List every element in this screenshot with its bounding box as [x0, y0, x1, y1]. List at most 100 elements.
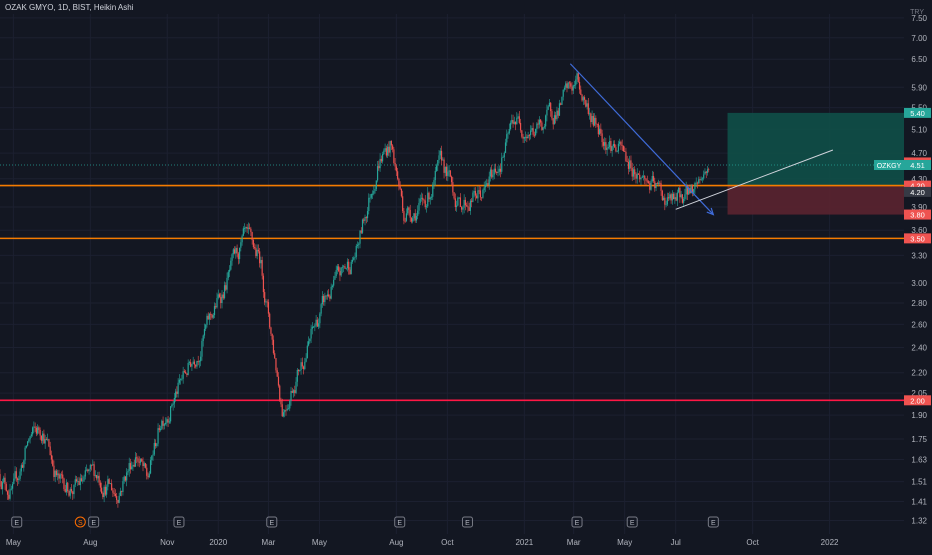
- candle-body: [60, 474, 63, 476]
- candle-body: [225, 285, 227, 290]
- candle-body: [546, 109, 548, 116]
- candle-body: [389, 140, 391, 153]
- candle-body: [565, 83, 567, 88]
- candle-body: [310, 328, 312, 339]
- candle-body: [487, 183, 489, 185]
- candle-body: [4, 477, 6, 485]
- candle-body: [558, 103, 561, 116]
- y-tick-label: 2.20: [911, 369, 927, 378]
- candle-body: [438, 155, 440, 161]
- candle-body: [226, 277, 228, 290]
- candle-body: [453, 192, 455, 199]
- candle-body: [703, 174, 705, 179]
- candle-body: [306, 345, 308, 359]
- candle-body: [111, 483, 113, 491]
- candle-body: [527, 135, 529, 139]
- candle-body: [161, 420, 163, 429]
- candle-body: [133, 464, 135, 467]
- candle-body: [572, 85, 574, 91]
- candle-body: [235, 247, 237, 254]
- candle-body: [232, 249, 234, 255]
- candle-body: [477, 190, 479, 199]
- candle-body: [365, 217, 367, 219]
- candle-body: [47, 439, 49, 441]
- position-zones: [727, 112, 904, 215]
- candle-body: [662, 197, 665, 201]
- event-label: E: [397, 520, 402, 527]
- candle-body: [233, 249, 236, 254]
- candle-body: [114, 493, 117, 497]
- candle-body: [38, 427, 40, 430]
- candle-body: [609, 140, 611, 148]
- candle-body: [69, 489, 71, 496]
- candle-body: [70, 489, 73, 492]
- event-label: E: [630, 520, 635, 527]
- candle-body: [576, 73, 578, 80]
- candle-body: [612, 143, 614, 147]
- candle-body: [355, 245, 357, 258]
- candle-body: [191, 364, 193, 367]
- event-label: E: [575, 520, 580, 527]
- candle-body: [142, 461, 144, 467]
- candle-body: [182, 371, 184, 379]
- candle-body: [657, 182, 660, 184]
- candle-body: [58, 473, 60, 479]
- candle-body: [336, 266, 339, 271]
- candle-body: [402, 196, 404, 212]
- candle-body: [35, 427, 37, 434]
- candle-body: [154, 442, 157, 447]
- candle-body: [502, 157, 504, 158]
- y-tick-label: 5.10: [911, 125, 927, 134]
- candle-body: [290, 390, 292, 402]
- candle-body: [202, 335, 204, 341]
- x-tick-label: Mar: [567, 538, 581, 547]
- price-label-bg: [904, 209, 931, 220]
- candle-body: [271, 333, 273, 340]
- candle-body: [552, 118, 554, 125]
- candle-body: [627, 161, 630, 169]
- candle-body: [368, 197, 370, 212]
- candle-body: [72, 491, 74, 495]
- candle-body: [432, 184, 434, 197]
- candle-body: [528, 135, 530, 136]
- candle-body: [205, 324, 207, 330]
- candle-body: [649, 183, 651, 190]
- candle-body: [371, 193, 374, 195]
- candle-body: [292, 390, 295, 393]
- candle-body: [295, 381, 297, 393]
- candle-body: [250, 228, 252, 233]
- candle-body: [187, 363, 189, 375]
- candle-body: [669, 194, 671, 199]
- candle-body: [570, 83, 572, 87]
- candle-body: [481, 197, 483, 199]
- candle-body: [531, 128, 533, 131]
- candle-body: [625, 151, 627, 162]
- candle-body: [606, 147, 608, 150]
- candle-body: [590, 113, 592, 123]
- x-tick-label: Nov: [160, 538, 174, 547]
- candle-body: [403, 211, 405, 221]
- x-tick-label: Oct: [746, 538, 759, 547]
- candle-body: [632, 169, 635, 177]
- candle-body: [207, 315, 209, 320]
- candle-body: [395, 166, 397, 172]
- candle-body: [685, 184, 687, 195]
- candle-body: [501, 157, 503, 172]
- candle-body: [24, 447, 26, 461]
- candle-body: [580, 89, 582, 95]
- x-tick-label: Aug: [83, 538, 97, 547]
- chart-title: OZAK GMYO, 1D, BIST, Heikin Ashi: [5, 3, 134, 12]
- candle-body: [464, 199, 466, 206]
- candle-body: [186, 373, 188, 375]
- candle-body: [73, 484, 75, 495]
- candle-body: [156, 443, 158, 447]
- candle-body: [517, 116, 519, 118]
- candle-body: [87, 469, 89, 472]
- x-tick-label: May: [312, 538, 327, 547]
- candle-body: [62, 474, 64, 479]
- candle-body: [180, 378, 182, 380]
- candle-body: [64, 489, 66, 493]
- candle-body: [284, 410, 286, 413]
